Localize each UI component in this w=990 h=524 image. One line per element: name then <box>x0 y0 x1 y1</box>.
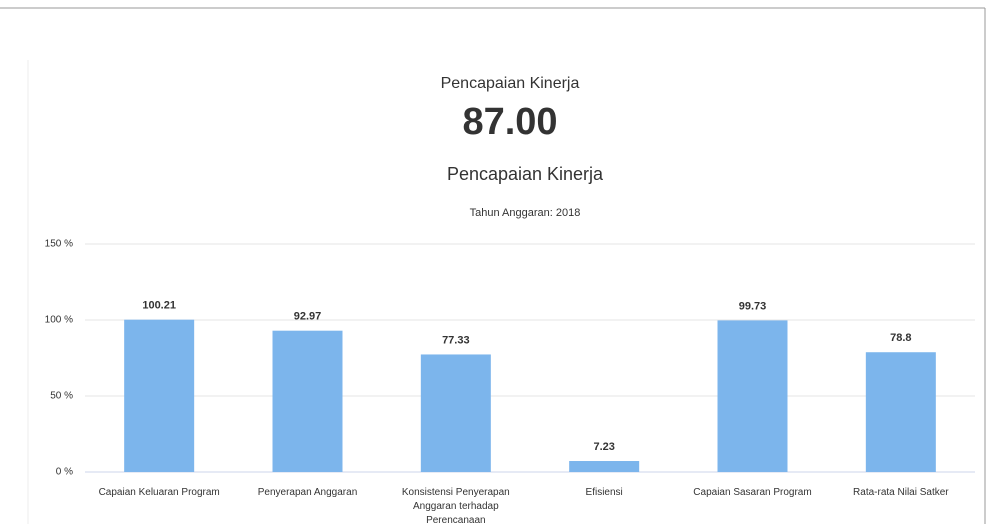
x-tick-label: Capaian Keluaran Program <box>98 487 220 498</box>
x-tick-label: Capaian Sasaran Program <box>693 487 812 498</box>
bar <box>569 461 640 472</box>
data-label: 77.33 <box>442 334 470 346</box>
bar <box>124 319 195 472</box>
data-label: 7.23 <box>593 441 614 453</box>
data-label: 92.97 <box>294 311 322 323</box>
x-tick-label: Rata-rata Nilai Satker <box>853 487 949 498</box>
x-tick-label: Konsistensi Penyerapan Anggaran terhadap… <box>401 487 510 524</box>
y-tick-label: 50 % <box>50 391 73 402</box>
y-tick-label: 0 % <box>56 467 73 478</box>
header-value: 87.00 <box>462 101 557 143</box>
x-tick-label: Efisiensi <box>585 487 623 498</box>
data-label: 78.8 <box>890 332 911 344</box>
bar <box>865 352 936 472</box>
bar <box>717 320 788 472</box>
data-label: 99.73 <box>739 300 767 312</box>
data-label: 100.21 <box>142 300 176 312</box>
header-label: Pencapaian Kinerja <box>441 75 580 92</box>
chart-title: Pencapaian Kinerja <box>447 164 604 184</box>
bar <box>420 354 491 472</box>
y-tick-label: 100 % <box>45 315 73 326</box>
y-tick-label: 150 % <box>45 239 73 250</box>
bar <box>272 330 343 472</box>
chart-subtitle: Tahun Anggaran: 2018 <box>470 207 581 219</box>
x-tick-label: Penyerapan Anggaran <box>257 487 358 498</box>
